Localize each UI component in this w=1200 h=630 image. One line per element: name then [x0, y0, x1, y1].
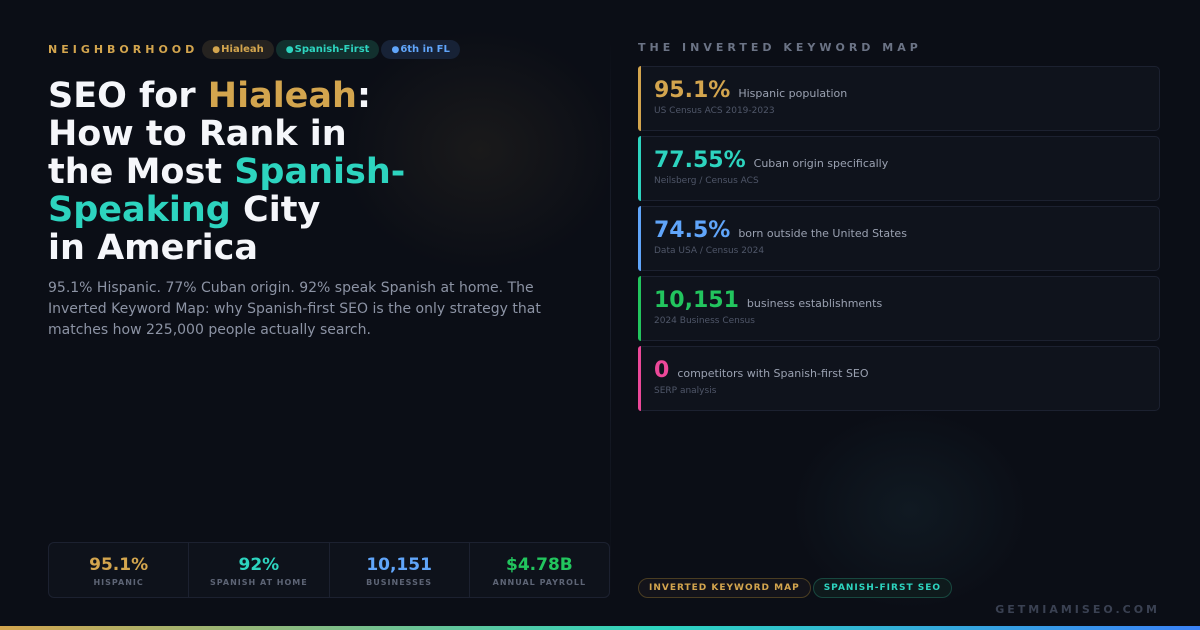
- card-value: 10,151: [654, 288, 739, 313]
- stat-card: 77.55% Cuban origin specifically Neilsbe…: [638, 136, 1160, 201]
- stat-value: 10,151: [366, 555, 432, 575]
- stat-businesses: 10,151 BUSINESSES: [330, 543, 470, 597]
- card-accent: [638, 136, 641, 201]
- stat-card: 10,151 business establishments 2024 Busi…: [638, 276, 1160, 341]
- card-source: SERP analysis: [654, 386, 717, 396]
- stat-label: SPANISH AT HOME: [210, 578, 308, 587]
- stat-label: BUSINESSES: [366, 578, 433, 587]
- card-description: Hispanic population: [738, 87, 848, 100]
- pill-hialeah: ●Hialeah: [202, 40, 274, 59]
- stat-annual-payroll: $4.78B ANNUAL PAYROLL: [470, 543, 609, 597]
- stat-spanish-at-home: 92% SPANISH AT HOME: [189, 543, 330, 597]
- stat-label: ANNUAL PAYROLL: [492, 578, 587, 587]
- header-row: NEIGHBORHOOD ●Hialeah ●Spanish-First ●6t…: [48, 40, 460, 59]
- card-description: competitors with Spanish-first SEO: [677, 367, 869, 380]
- stat-label: HISPANIC: [93, 578, 144, 587]
- card-description: Cuban origin specifically: [753, 157, 889, 170]
- card-description: business establishments: [746, 297, 883, 310]
- bottom-gradient-bar: [0, 626, 1200, 630]
- column-divider: [610, 40, 611, 600]
- stat-hispanic: 95.1% HISPANIC: [49, 543, 190, 597]
- tag-inverted-keyword-map: INVERTED KEYWORD MAP: [638, 578, 811, 598]
- card-accent: [638, 346, 641, 411]
- keyword-map-title: THE INVERTED KEYWORD MAP: [638, 41, 922, 54]
- card-value: 0: [654, 358, 670, 383]
- keyword-map-cards: 95.1% Hispanic population US Census ACS …: [638, 66, 1160, 416]
- card-value: 77.55%: [654, 148, 746, 173]
- card-description: born outside the United States: [738, 227, 907, 240]
- kicker-label: NEIGHBORHOOD: [48, 43, 199, 56]
- stats-bar: 95.1% HISPANIC 92% SPANISH AT HOME 10,15…: [48, 542, 610, 598]
- card-source: US Census ACS 2019-2023: [654, 106, 775, 116]
- card-value: 95.1%: [654, 78, 731, 103]
- stat-value: 95.1%: [89, 555, 149, 575]
- card-source: Data USA / Census 2024: [654, 246, 765, 256]
- tag-row: INVERTED KEYWORD MAP SPANISH-FIRST SEO: [638, 578, 952, 598]
- dot-icon: ●: [285, 45, 294, 55]
- pill-spanish-first: ●Spanish-First: [275, 40, 380, 59]
- pill-rank: ●6th in FL: [381, 40, 460, 59]
- card-source: Neilsberg / Census ACS: [654, 176, 759, 186]
- subtitle: 95.1% Hispanic. 77% Cuban origin. 92% sp…: [48, 280, 541, 338]
- stat-card: 95.1% Hispanic population US Census ACS …: [638, 66, 1160, 131]
- card-source: 2024 Business Census: [654, 316, 755, 326]
- card-accent: [638, 276, 641, 341]
- card-value: 74.5%: [654, 218, 731, 243]
- dot-icon: ●: [391, 45, 400, 55]
- card-accent: [638, 206, 641, 271]
- site-url: GETMIAMISEO.COM: [995, 603, 1160, 616]
- stat-card: 0 competitors with Spanish-first SEO SER…: [638, 346, 1160, 411]
- page-title: SEO for Hialeah: How to Rank in the Most S…: [48, 76, 406, 268]
- background-glow: [330, 20, 630, 280]
- tag-spanish-first-seo: SPANISH-FIRST SEO: [812, 578, 952, 598]
- dot-icon: ●: [212, 45, 221, 55]
- card-accent: [638, 66, 641, 131]
- stat-value: 92%: [238, 555, 280, 575]
- stat-card: 74.5% born outside the United States Dat…: [638, 206, 1160, 271]
- stat-value: $4.78B: [506, 555, 573, 575]
